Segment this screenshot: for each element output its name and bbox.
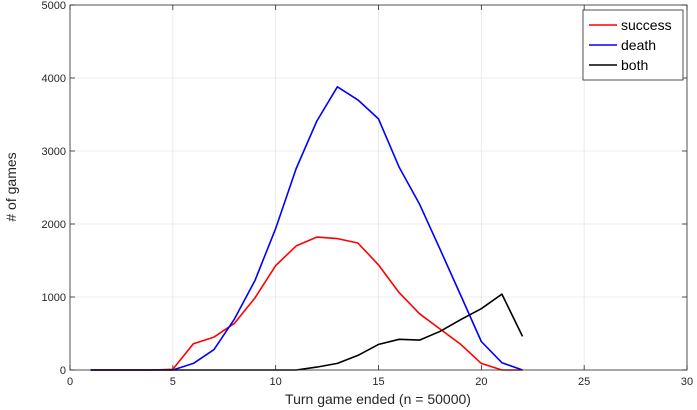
- y-tick-label: 4000: [42, 73, 66, 85]
- legend-label-both: both: [621, 57, 648, 73]
- x-tick-label: 15: [372, 376, 384, 388]
- y-tick-label: 2000: [42, 219, 66, 231]
- x-tick-label: 20: [475, 376, 487, 388]
- legend-label-success: success: [621, 17, 672, 33]
- x-tick-label: 0: [67, 376, 73, 388]
- x-tick-label: 30: [681, 376, 693, 388]
- legend-label-death: death: [621, 37, 656, 53]
- y-tick-label: 3000: [42, 146, 66, 158]
- legend: success death both: [582, 9, 684, 81]
- x-axis-label: Turn game ended (n = 50000): [285, 391, 471, 407]
- x-tick-label: 5: [170, 376, 176, 388]
- y-axis-label: # of games: [3, 152, 19, 221]
- x-tick-label: 25: [578, 376, 590, 388]
- y-tick-label: 0: [60, 365, 66, 377]
- y-tick-label: 1000: [42, 292, 66, 304]
- axis-ticks: 0 5 10 15 20 25 30 0 1000 2000 3000 4000 5000: [42, 0, 694, 388]
- y-tick-label: 5000: [42, 0, 66, 12]
- x-tick-label: 10: [270, 376, 282, 388]
